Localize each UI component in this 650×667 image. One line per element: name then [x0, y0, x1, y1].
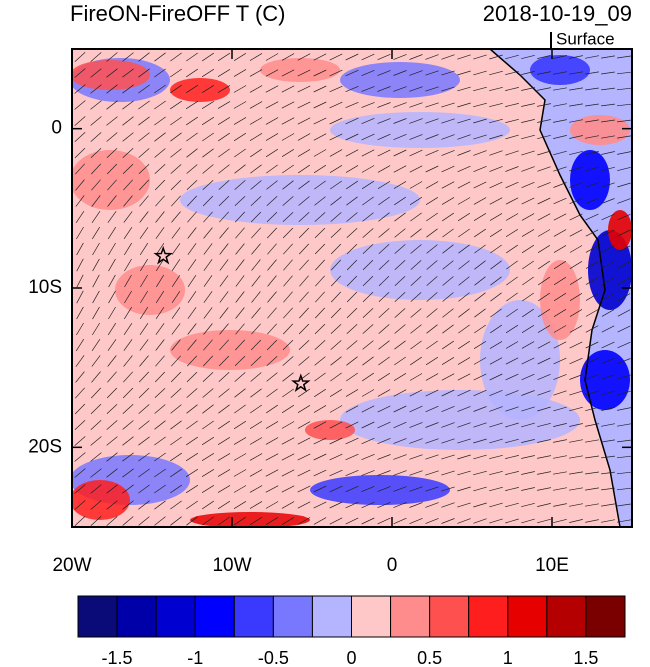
field-patch: [72, 480, 130, 520]
x-tick-label: 10E: [535, 555, 569, 576]
x-tick-label: 20W: [52, 555, 91, 576]
colorbar-box: [116, 595, 157, 638]
colorbar-box: [77, 595, 118, 638]
wind-barbs: [74, 52, 632, 527]
field-patch: [330, 112, 510, 148]
colorbar-label: -1: [187, 648, 203, 667]
colorbar-label: 1: [503, 648, 513, 667]
field-patch: [115, 265, 185, 315]
colorbar-box: [429, 595, 470, 638]
colorbar-box: [155, 595, 196, 638]
y-tick-label: 0: [51, 118, 62, 139]
colorbar-label: 0: [346, 648, 356, 667]
land-patch: [608, 210, 632, 250]
field-patch: [310, 475, 450, 505]
field: [72, 49, 632, 527]
x-tick-label: 10W: [212, 555, 251, 576]
field-patch: [170, 330, 290, 370]
field-patch: [260, 58, 340, 82]
colorbar-box: [272, 595, 313, 638]
colorbar-box: [585, 595, 626, 638]
colorbar-box: [468, 595, 509, 638]
colorbar-box: [390, 595, 431, 638]
colorbar-label: -1.5: [102, 648, 133, 667]
field-patch: [480, 300, 560, 420]
colorbar-box: [233, 595, 274, 638]
colorbar-box: [194, 595, 235, 638]
field-patch: [72, 150, 150, 210]
land-patch: [530, 55, 590, 85]
y-tick-label: 20S: [28, 436, 62, 457]
title: FireON-FireOFF T (C): [70, 1, 286, 26]
field-patch: [330, 240, 510, 300]
field-patch: [540, 260, 580, 340]
colorbar-box: [507, 595, 548, 638]
land-patch: [570, 115, 630, 145]
land-patch: [570, 150, 610, 210]
field-patch: [72, 60, 150, 90]
field-patch: [340, 62, 460, 98]
colorbar-label: -0.5: [258, 648, 289, 667]
colorbar-label: 0.5: [417, 648, 442, 667]
colorbar-box: [351, 595, 392, 638]
date: 2018-10-19_09: [483, 1, 632, 26]
field-patch: [190, 512, 310, 527]
coastline: [488, 49, 632, 527]
star-marker: [153, 245, 173, 265]
field-patch: [170, 78, 230, 102]
star-marker: [291, 373, 311, 392]
subtitle: Surface: [556, 29, 615, 48]
colorbar-box: [311, 595, 352, 638]
field-patch: [180, 175, 420, 225]
colorbar-label: 1.5: [573, 648, 598, 667]
colorbar-box: [546, 595, 587, 638]
y-tick-label: 10S: [28, 277, 62, 298]
field-patch: [305, 420, 355, 440]
x-tick-label: 0: [387, 555, 398, 576]
field-patch: [340, 390, 580, 450]
